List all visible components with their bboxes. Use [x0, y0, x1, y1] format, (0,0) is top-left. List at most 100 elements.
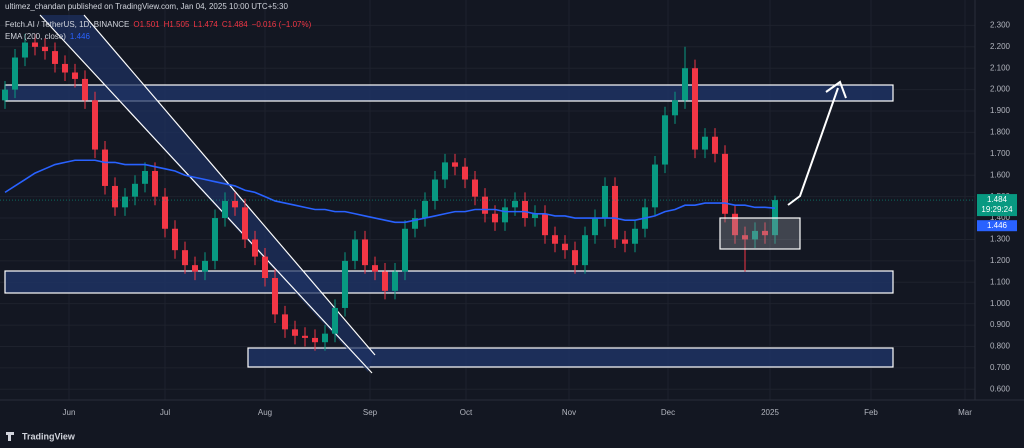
publisher: ultimez_chandan published on TradingView…	[5, 2, 288, 11]
candle-body	[12, 57, 18, 90]
x-tick-label: Aug	[258, 408, 272, 417]
candle-body	[522, 200, 528, 219]
indicator-value: 1.446	[70, 32, 91, 41]
support-zone	[4, 270, 894, 294]
ohlc: O1.501	[133, 20, 160, 29]
candle-body	[762, 230, 768, 236]
candle-body	[452, 162, 458, 167]
candle-body	[682, 68, 688, 101]
candle-body	[32, 42, 38, 47]
candle-body	[602, 185, 608, 219]
candle-body	[132, 183, 138, 197]
candle-body	[432, 179, 438, 201]
candle-body	[562, 243, 568, 251]
candle-body	[442, 162, 448, 180]
candle-body	[152, 170, 158, 197]
x-tick-label: Oct	[460, 408, 473, 417]
y-tick-label: 0.700	[990, 363, 1011, 372]
x-tick-label: Jul	[160, 408, 170, 417]
symbol: Fetch.AI / TetherUS, 1D, BINANCE	[5, 20, 129, 29]
candle-body	[122, 196, 128, 208]
consolidation-box	[719, 217, 801, 250]
ohlc: H1.505	[164, 20, 190, 29]
candle-body	[592, 218, 598, 236]
indicator-line: EMA (200, close) 1.446	[5, 32, 90, 41]
candle-body	[652, 164, 658, 208]
candle-body	[732, 213, 738, 236]
candle-body	[542, 213, 548, 236]
candle-body	[532, 213, 538, 219]
candle-body	[2, 89, 8, 101]
arrow-head	[825, 80, 847, 99]
candle-body	[312, 337, 318, 343]
candle-body	[462, 166, 468, 180]
y-tick-label: 1.400	[990, 213, 1011, 222]
countdown: 19:29:24	[981, 205, 1013, 214]
change: −0.016 (−1.07%)	[252, 20, 312, 29]
candle-body	[702, 136, 708, 150]
candle-body	[422, 200, 428, 219]
candle-body	[482, 196, 488, 214]
y-tick-label: 0.600	[990, 384, 1011, 393]
indicator: EMA (200, close)	[5, 32, 66, 41]
candle-body	[722, 153, 728, 214]
y-tick-label: 0.800	[990, 342, 1011, 351]
ohlc: L1.474	[193, 20, 218, 29]
y-tick-label: 1.800	[990, 128, 1011, 137]
candle-body	[272, 277, 278, 315]
candle-body	[82, 78, 88, 101]
candle-body	[292, 329, 298, 336]
y-tick-label: 2.200	[990, 42, 1011, 51]
candle-body	[392, 271, 398, 291]
y-tick-label: 1.200	[990, 256, 1011, 265]
candle-body	[572, 250, 578, 266]
candle-body	[672, 100, 678, 116]
x-tick-label: Dec	[661, 408, 675, 417]
candle-body	[342, 260, 348, 308]
candle-body	[332, 307, 338, 334]
symbol-line: Fetch.AI / TetherUS, 1D, BINANCE O1.501 H1…	[5, 20, 312, 29]
candle-body	[352, 239, 358, 261]
projection-arrow	[787, 87, 839, 206]
candle-body	[692, 68, 698, 150]
y-tick-label: 1.900	[990, 106, 1011, 115]
y-tick-label: 0.900	[990, 320, 1011, 329]
candle-body	[252, 239, 258, 257]
candle-body	[282, 314, 288, 330]
y-tick-label: 1.100	[990, 277, 1011, 286]
candle-body	[72, 72, 78, 79]
candle-body	[612, 185, 618, 240]
candle-body	[262, 256, 268, 278]
candle-body	[62, 63, 68, 73]
demand-zone	[247, 347, 894, 368]
candle-body	[202, 260, 208, 272]
candle-body	[142, 170, 148, 184]
candle-body	[742, 235, 748, 240]
candle-body	[22, 42, 28, 58]
y-tick-label: 2.100	[990, 63, 1011, 72]
candle-body	[232, 200, 238, 208]
candle-body	[662, 115, 668, 165]
y-tick-label: 1.000	[990, 299, 1011, 308]
candle-body	[212, 218, 218, 261]
y-tick-label: 1.300	[990, 235, 1011, 244]
candle-body	[162, 196, 168, 229]
x-tick-label: Mar	[958, 408, 972, 417]
ema-tag	[977, 220, 1017, 232]
candle-body	[172, 228, 178, 251]
channel-line	[39, 14, 373, 374]
candle-body	[362, 239, 368, 266]
candle-body	[472, 179, 478, 197]
candle-body	[192, 265, 198, 272]
y-tick-label: 1.600	[990, 170, 1011, 179]
brand: TradingView	[22, 431, 76, 441]
ema-label: 1.446	[987, 221, 1008, 230]
candle-body	[402, 228, 408, 272]
last-price-tag	[977, 194, 1017, 217]
candle-body	[242, 207, 248, 240]
x-tick-label: 2025	[761, 408, 779, 417]
x-tick-label: Feb	[864, 408, 878, 417]
candle-body	[622, 239, 628, 244]
